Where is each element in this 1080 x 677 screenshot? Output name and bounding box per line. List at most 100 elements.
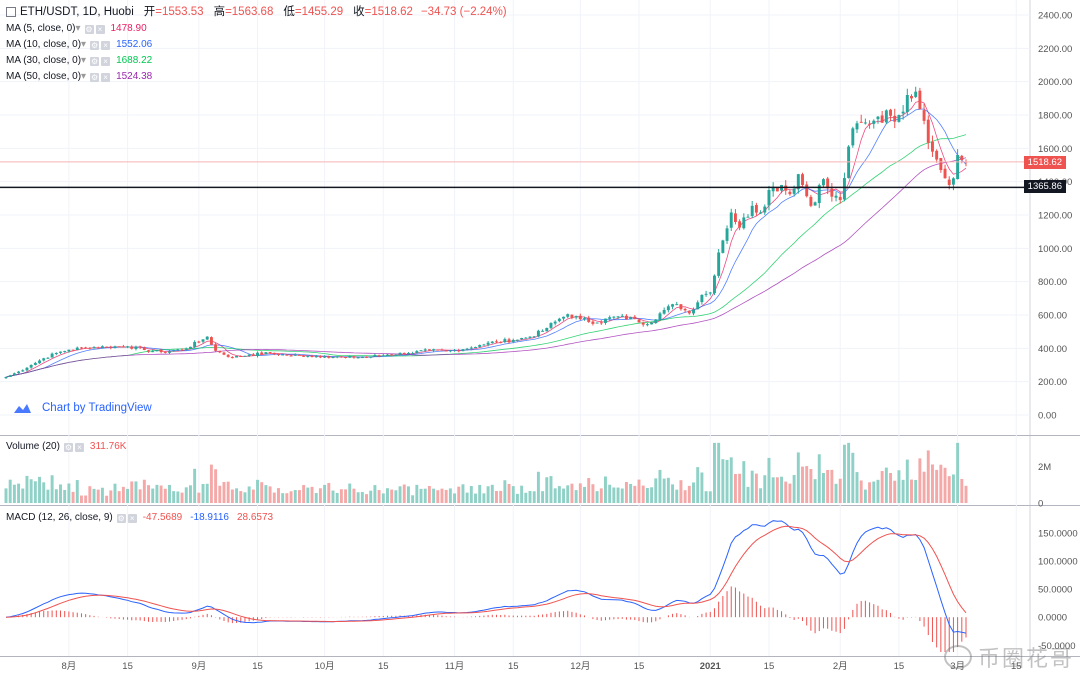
- candle: [951, 177, 955, 191]
- volume-bar: [84, 495, 88, 503]
- candle: [872, 119, 876, 129]
- volume-bar: [180, 492, 184, 503]
- candle-body: [746, 216, 750, 218]
- time-tick-label: 15: [894, 661, 905, 672]
- candle-body: [943, 168, 947, 179]
- candle: [633, 315, 637, 320]
- macd-legend[interactable]: MACD (12, 26, close, 9) ⚙ × -47.5689 -18.…: [6, 510, 273, 526]
- candle-body: [373, 355, 377, 357]
- close-icon[interactable]: ×: [127, 513, 137, 523]
- time-tick-label: 15: [634, 661, 645, 672]
- candle-body: [323, 356, 327, 358]
- settings-icon[interactable]: ⚙: [90, 40, 100, 50]
- volume-bar: [499, 490, 503, 503]
- volume-bar: [520, 485, 524, 503]
- volume-bar: [503, 480, 507, 503]
- candle: [696, 300, 700, 310]
- candle: [247, 354, 251, 357]
- volume-bar: [21, 488, 25, 503]
- candle: [876, 115, 880, 124]
- settings-icon[interactable]: ⚙: [90, 72, 100, 82]
- ma10-legend-row[interactable]: MA (10, close, 0) ▾ ⚙ × 1552.06: [6, 37, 152, 53]
- volume-bar: [281, 493, 285, 503]
- candle-body: [222, 352, 226, 355]
- candle: [184, 347, 188, 351]
- volume-bar: [272, 492, 276, 503]
- ma30-legend-row[interactable]: MA (30, close, 0) ▾ ⚙ × 1688.22: [6, 53, 152, 69]
- candle-body: [650, 322, 654, 325]
- collapse-icon[interactable]: [6, 7, 16, 17]
- macd-label: MACD (12, 26, close, 9): [6, 512, 113, 523]
- candle-body: [256, 352, 259, 356]
- candle-body: [92, 347, 96, 349]
- candle: [339, 355, 343, 358]
- candle: [272, 352, 276, 356]
- candle: [365, 356, 368, 359]
- time-tick-label: 15: [764, 661, 775, 672]
- settings-icon[interactable]: ⚙: [84, 24, 94, 34]
- volume-bar: [947, 476, 951, 503]
- candle-body: [100, 346, 104, 348]
- volume-bar: [360, 491, 364, 503]
- close-icon[interactable]: ×: [101, 40, 111, 50]
- candle: [54, 352, 58, 356]
- candle: [318, 355, 322, 359]
- volume-bar: [914, 479, 918, 503]
- candle-body: [38, 360, 42, 364]
- volume-bar: [654, 478, 658, 503]
- level-price-badge[interactable]: 1365.86: [1023, 180, 1066, 193]
- candle: [830, 182, 834, 202]
- volume-bar: [708, 491, 712, 503]
- candle-body: [574, 316, 578, 318]
- close-icon[interactable]: ×: [74, 442, 84, 452]
- settings-icon[interactable]: ⚙: [116, 513, 126, 523]
- volume-legend[interactable]: Volume (20) ⚙ × 311.76K: [6, 439, 126, 455]
- macd-line: [5, 520, 967, 634]
- settings-icon[interactable]: ⚙: [63, 442, 73, 452]
- settings-icon[interactable]: ⚙: [90, 56, 100, 66]
- ma50-legend-row[interactable]: MA (50, close, 0) ▾ ⚙ × 1524.38: [6, 69, 152, 85]
- volume-bar: [478, 484, 482, 503]
- weibo-icon: [943, 645, 972, 669]
- volume-bar: [335, 492, 339, 503]
- symbol-title[interactable]: ETH/USDT, 1D, Huobi: [20, 6, 134, 18]
- volume-bar: [306, 487, 310, 503]
- volume-bar: [750, 470, 754, 503]
- candle-body: [432, 349, 436, 351]
- candle: [515, 339, 519, 342]
- candle-body: [96, 347, 100, 349]
- candle-body: [893, 115, 897, 122]
- volume-bar: [105, 495, 109, 503]
- candle-body: [214, 344, 218, 351]
- candle: [151, 349, 155, 353]
- volume-bar: [268, 486, 272, 503]
- candle: [956, 149, 960, 180]
- close-icon[interactable]: ×: [101, 72, 111, 82]
- volume-bar: [729, 457, 733, 503]
- candle-body: [406, 353, 410, 355]
- candle-body: [754, 205, 758, 213]
- volume-bar: [226, 481, 230, 503]
- candle-body: [557, 318, 561, 322]
- close-icon[interactable]: ×: [101, 56, 111, 66]
- volume-bar: [205, 483, 209, 503]
- volume-bar: [54, 489, 58, 503]
- candle: [482, 343, 486, 346]
- candle: [159, 348, 163, 354]
- candle: [67, 349, 71, 353]
- candle: [557, 317, 561, 323]
- volume-bar: [897, 470, 901, 503]
- volume-bar: [666, 477, 670, 503]
- tradingview-brand[interactable]: Chart by TradingView: [12, 402, 152, 414]
- candle: [662, 307, 666, 315]
- volume-bar: [42, 482, 46, 503]
- time-tick-label: 15: [378, 661, 389, 672]
- ma5-legend-row[interactable]: MA (5, close, 0) ▾ ⚙ × 1478.90: [6, 21, 152, 37]
- candle-body: [750, 205, 754, 217]
- candle: [855, 120, 859, 134]
- candle: [293, 353, 297, 356]
- volume-bar: [277, 488, 280, 503]
- close-icon[interactable]: ×: [95, 24, 105, 34]
